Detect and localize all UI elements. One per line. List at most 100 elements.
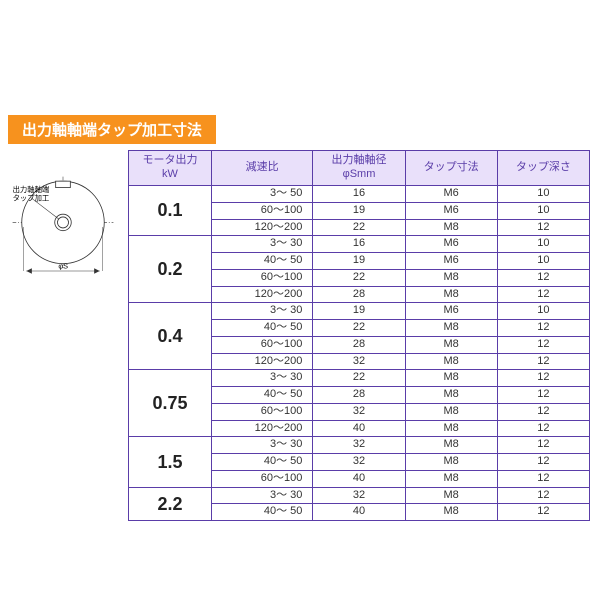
content-row: 出力軸軸端 タップ加工 φS モータ出力kW 減速比: [0, 150, 600, 521]
ratio-cell: 3～ 30: [211, 487, 312, 504]
tap-cell: M8: [405, 387, 497, 404]
depth-cell: 10: [497, 253, 589, 270]
tap-cell: M6: [405, 202, 497, 219]
diameter-cell: 32: [313, 353, 405, 370]
ratio-cell: 40～ 50: [211, 387, 312, 404]
ratio-cell: 60～100: [211, 403, 312, 420]
section-title-text: 出力軸軸端タップ加工寸法: [22, 122, 202, 139]
diameter-cell: 22: [313, 370, 405, 387]
table-row: 0.23～ 3016M610: [129, 236, 590, 253]
kw-cell: 0.2: [129, 236, 212, 303]
ratio-cell: 3～ 50: [211, 186, 312, 203]
tap-cell: M8: [405, 336, 497, 353]
diameter-cell: 28: [313, 387, 405, 404]
diameter-cell: 32: [313, 487, 405, 504]
tap-cell: M8: [405, 353, 497, 370]
depth-cell: 12: [497, 420, 589, 437]
depth-cell: 12: [497, 336, 589, 353]
col-header-ratio: 減速比: [211, 151, 312, 186]
ratio-cell: 60～100: [211, 470, 312, 487]
depth-cell: 10: [497, 236, 589, 253]
col-header-diam: 出力軸軸径φSmm: [313, 151, 405, 186]
spec-table: モータ出力kW 減速比 出力軸軸径φSmm タップ寸法 タップ深さ 0.13～ …: [128, 150, 590, 521]
diameter-cell: 22: [313, 320, 405, 337]
ratio-cell: 60～100: [211, 269, 312, 286]
depth-cell: 12: [497, 387, 589, 404]
diameter-cell: 32: [313, 403, 405, 420]
diameter-cell: 32: [313, 454, 405, 471]
table-row: 2.23～ 3032M812: [129, 487, 590, 504]
ratio-cell: 40～ 50: [211, 454, 312, 471]
depth-cell: 10: [497, 303, 589, 320]
col-header-tap: タップ寸法: [405, 151, 497, 186]
diameter-cell: 19: [313, 253, 405, 270]
tap-cell: M8: [405, 370, 497, 387]
tap-cell: M6: [405, 303, 497, 320]
ratio-cell: 3～ 30: [211, 370, 312, 387]
col-header-kw: モータ出力kW: [129, 151, 212, 186]
tap-cell: M6: [405, 236, 497, 253]
diameter-cell: 22: [313, 269, 405, 286]
depth-cell: 12: [497, 286, 589, 303]
tap-cell: M8: [405, 470, 497, 487]
shaft-diagram: 出力軸軸端 タップ加工 φS: [8, 150, 128, 287]
spec-table-wrap: モータ出力kW 減速比 出力軸軸径φSmm タップ寸法 タップ深さ 0.13～ …: [128, 150, 600, 521]
kw-cell: 0.75: [129, 370, 212, 437]
diameter-cell: 28: [313, 336, 405, 353]
depth-cell: 12: [497, 320, 589, 337]
depth-cell: 12: [497, 353, 589, 370]
tap-cell: M6: [405, 253, 497, 270]
ratio-cell: 60～100: [211, 202, 312, 219]
tap-cell: M8: [405, 320, 497, 337]
depth-cell: 12: [497, 487, 589, 504]
depth-cell: 12: [497, 219, 589, 236]
tap-cell: M8: [405, 420, 497, 437]
ratio-cell: 3～ 30: [211, 303, 312, 320]
col-header-depth: タップ深さ: [497, 151, 589, 186]
diameter-symbol-text: φS: [58, 261, 68, 270]
kw-cell: 0.4: [129, 303, 212, 370]
ratio-cell: 120～200: [211, 420, 312, 437]
diameter-cell: 16: [313, 186, 405, 203]
spec-table-head: モータ出力kW 減速比 出力軸軸径φSmm タップ寸法 タップ深さ: [129, 151, 590, 186]
kw-cell: 1.5: [129, 437, 212, 487]
tap-cell: M8: [405, 504, 497, 521]
table-row: 0.13～ 5016M610: [129, 186, 590, 203]
depth-cell: 12: [497, 370, 589, 387]
diameter-cell: 40: [313, 470, 405, 487]
tap-cell: M8: [405, 437, 497, 454]
ratio-cell: 40～ 50: [211, 320, 312, 337]
ratio-cell: 3～ 30: [211, 437, 312, 454]
tap-cell: M6: [405, 186, 497, 203]
tap-cell: M8: [405, 269, 497, 286]
ratio-cell: 60～100: [211, 336, 312, 353]
depth-cell: 12: [497, 269, 589, 286]
tap-cell: M8: [405, 286, 497, 303]
tap-cell: M8: [405, 403, 497, 420]
diameter-cell: 28: [313, 286, 405, 303]
table-row: 0.43～ 3019M610: [129, 303, 590, 320]
depth-cell: 12: [497, 403, 589, 420]
ratio-cell: 120～200: [211, 353, 312, 370]
diameter-cell: 19: [313, 303, 405, 320]
ratio-cell: 3～ 30: [211, 236, 312, 253]
depth-cell: 10: [497, 202, 589, 219]
diagram-label-line2: タップ加工: [13, 193, 50, 202]
diameter-cell: 32: [313, 437, 405, 454]
depth-cell: 12: [497, 470, 589, 487]
tap-cell: M8: [405, 487, 497, 504]
shaft-svg: 出力軸軸端 タップ加工 φS: [8, 172, 118, 282]
table-row: 1.53～ 3032M812: [129, 437, 590, 454]
kw-cell: 0.1: [129, 186, 212, 236]
tap-cell: M8: [405, 219, 497, 236]
diameter-cell: 16: [313, 236, 405, 253]
spec-table-body: 0.13～ 5016M61060～10019M610120～20022M8120…: [129, 186, 590, 521]
diameter-cell: 40: [313, 504, 405, 521]
ratio-cell: 40～ 50: [211, 504, 312, 521]
depth-cell: 12: [497, 504, 589, 521]
diameter-cell: 19: [313, 202, 405, 219]
table-row: 0.753～ 3022M812: [129, 370, 590, 387]
tap-cell: M8: [405, 454, 497, 471]
ratio-cell: 40～ 50: [211, 253, 312, 270]
ratio-cell: 120～200: [211, 219, 312, 236]
